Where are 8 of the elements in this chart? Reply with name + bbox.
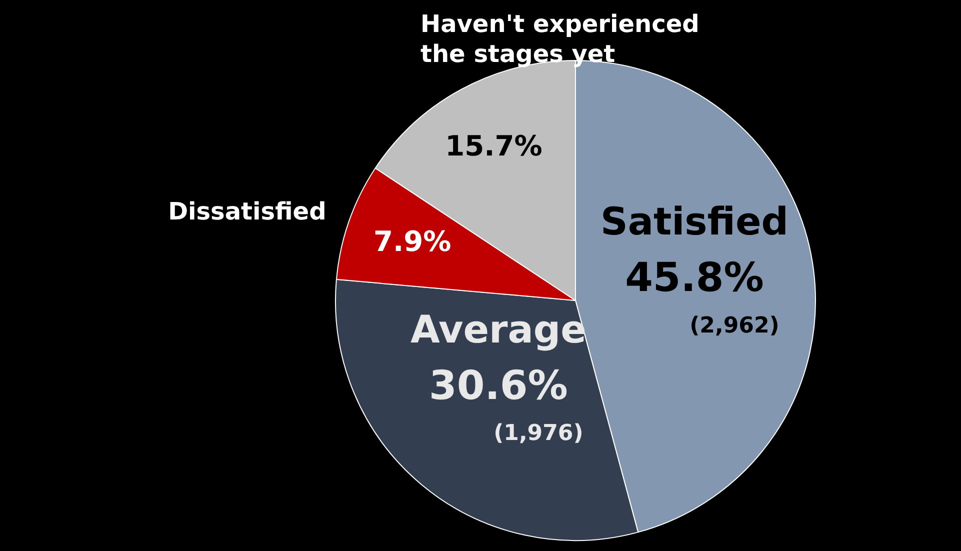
data-label: 15.7% [445,130,542,163]
data-label: 30.6% (1,976) [429,362,584,446]
data-label: 7.9% [374,224,452,258]
data-label: 45.8% (2,962) [625,255,780,338]
slice-label: Dissatisfied [168,198,326,226]
slice-label: Average [410,307,586,352]
slice-label: Satisfied [600,200,788,244]
slice-label: Haven't experienced the stages yet [420,10,700,68]
